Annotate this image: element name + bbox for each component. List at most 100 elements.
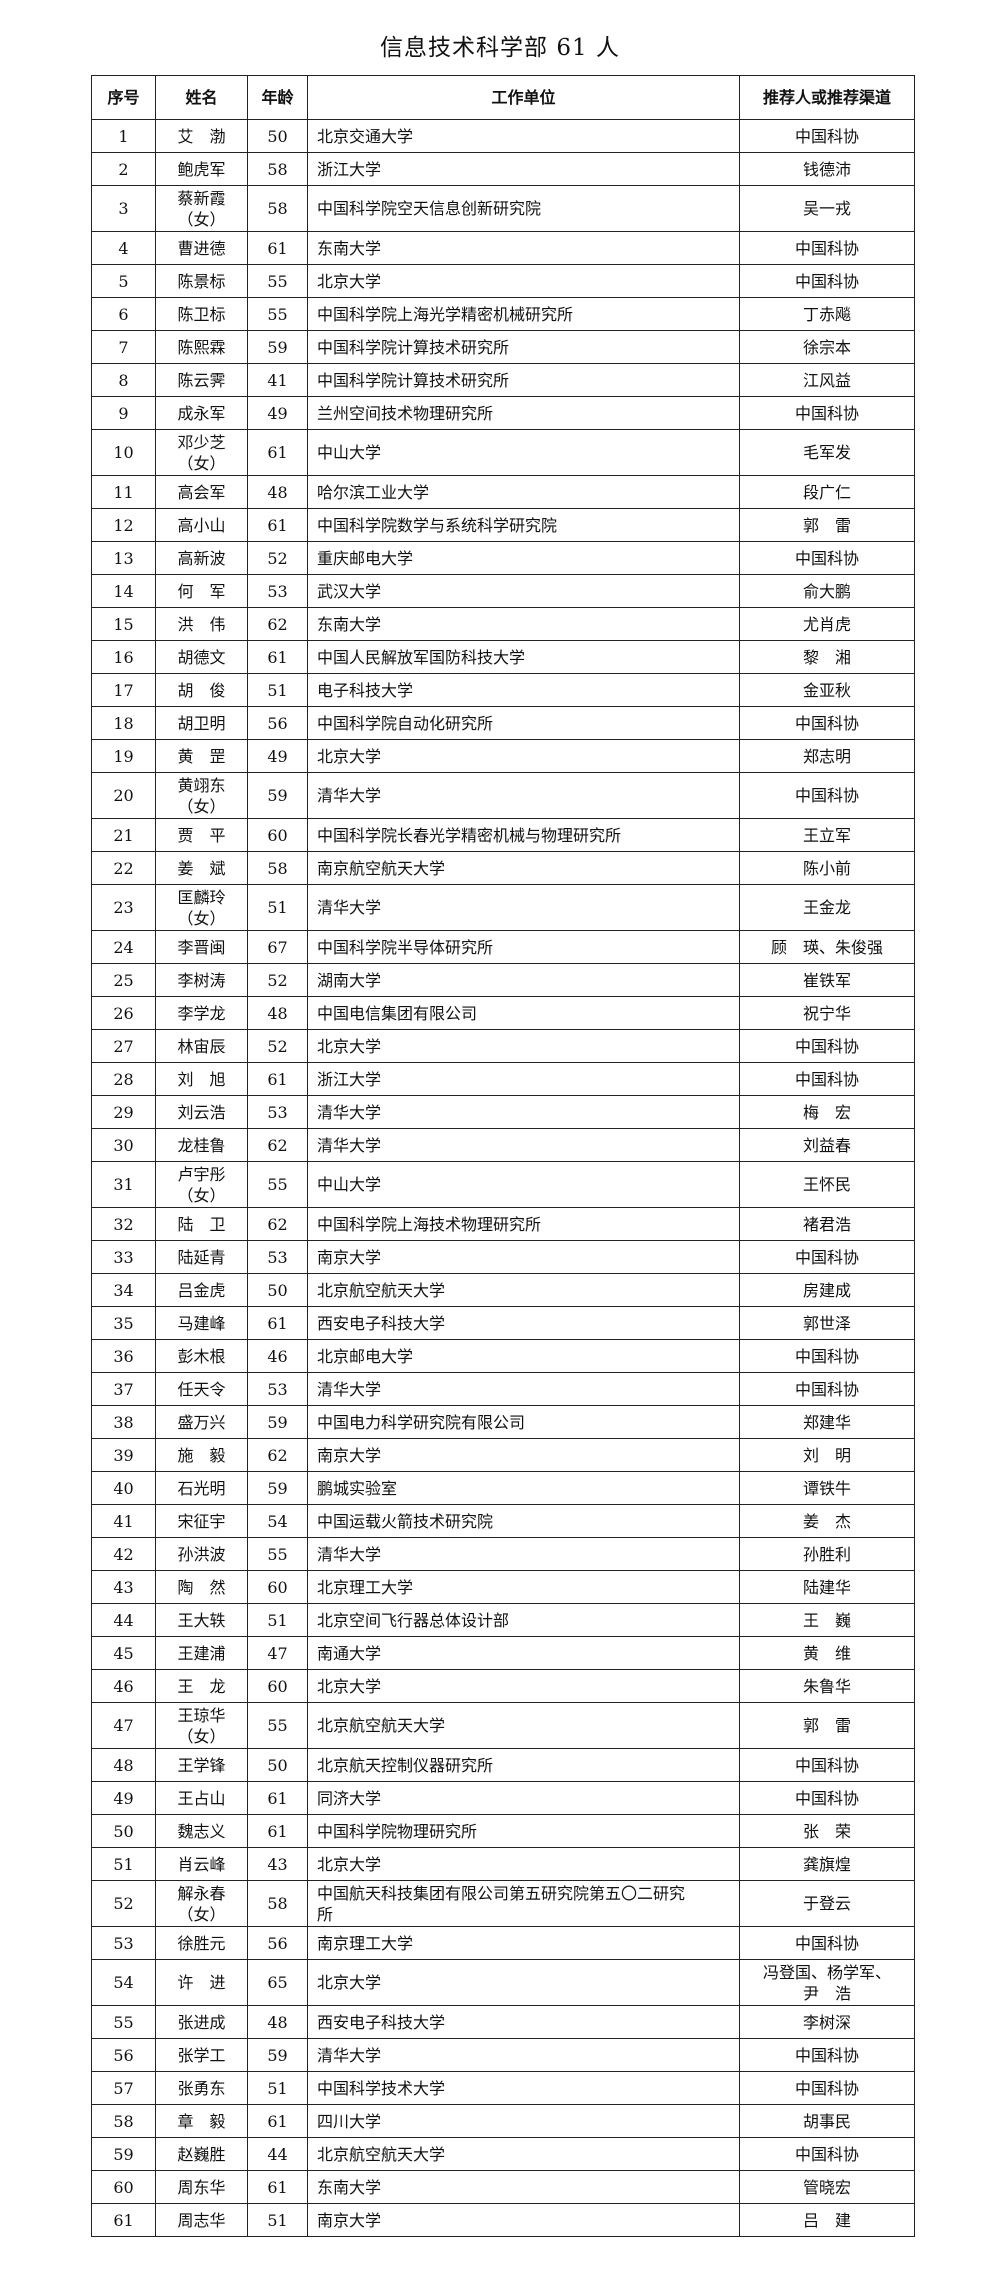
cell-age: 60 [247, 818, 308, 852]
cell-recommender: 中国科协 [739, 2038, 915, 2072]
cell-recommender: 陆建华 [739, 1570, 915, 1604]
cell-age: 53 [247, 1372, 308, 1406]
table-row: 49 王占山 61 同济大学 中国科协 [91, 1781, 915, 1815]
cell-index: 1 [91, 119, 156, 153]
cell-recommender: 陈小前 [739, 851, 915, 885]
cell-recommender: 吕 建 [739, 2203, 915, 2237]
cell-work-unit: 北京大学 [307, 739, 740, 773]
table-row: 9 成永军 49 兰州空间技术物理研究所 中国科协 [91, 396, 915, 430]
cell-recommender: 郭 雷 [739, 1702, 915, 1749]
table-row: 22 姜 斌 58 南京航空航天大学 陈小前 [91, 851, 915, 885]
cell-recommender: 刘 明 [739, 1438, 915, 1472]
cell-index: 59 [91, 2137, 156, 2171]
table-row: 57 张勇东 51 中国科学技术大学 中国科协 [91, 2071, 915, 2105]
cell-index: 40 [91, 1471, 156, 1505]
cell-recommender: 毛军发 [739, 429, 915, 476]
cell-age: 53 [247, 1095, 308, 1129]
cell-recommender: 中国科协 [739, 1339, 915, 1373]
cell-work-unit: 北京大学 [307, 1847, 740, 1881]
cell-name: 陈景标 [155, 264, 248, 298]
table-row: 6 陈卫标 55 中国科学院上海光学精密机械研究所 丁赤飚 [91, 297, 915, 331]
table-row: 8 陈云霁 41 中国科学院计算技术研究所 江风益 [91, 363, 915, 397]
cell-age: 55 [247, 297, 308, 331]
cell-index: 58 [91, 2104, 156, 2138]
cell-work-unit: 北京邮电大学 [307, 1339, 740, 1373]
cell-recommender: 尤肖虎 [739, 607, 915, 641]
cell-age: 61 [247, 231, 308, 265]
cell-age: 46 [247, 1339, 308, 1373]
cell-name: 曹进德 [155, 231, 248, 265]
cell-name: 许 进 [155, 1959, 248, 2006]
cell-work-unit: 北京航空航天大学 [307, 1702, 740, 1749]
cell-recommender: 房建成 [739, 1273, 915, 1307]
cell-recommender: 李树深 [739, 2005, 915, 2039]
cell-index: 28 [91, 1062, 156, 1096]
cell-recommender: 于登云 [739, 1880, 915, 1927]
cell-work-unit: 中国科学技术大学 [307, 2071, 740, 2105]
table-row: 14 何 军 53 武汉大学 俞大鹏 [91, 574, 915, 608]
cell-work-unit: 兰州空间技术物理研究所 [307, 396, 740, 430]
cell-work-unit: 北京理工大学 [307, 1570, 740, 1604]
cell-work-unit: 中国科学院计算技术研究所 [307, 363, 740, 397]
cell-work-unit: 南京理工大学 [307, 1926, 740, 1960]
cell-age: 51 [247, 2071, 308, 2105]
cell-recommender: 祝宁华 [739, 996, 915, 1030]
cell-name: 胡 俊 [155, 673, 248, 707]
cell-index: 19 [91, 739, 156, 773]
cell-index: 54 [91, 1959, 156, 2006]
cell-work-unit: 北京航空航天大学 [307, 1273, 740, 1307]
cell-work-unit: 中国科学院上海技术物理研究所 [307, 1207, 740, 1241]
cell-name: 蔡新霞 （女） [155, 185, 248, 232]
cell-work-unit: 东南大学 [307, 607, 740, 641]
cell-index: 27 [91, 1029, 156, 1063]
cell-name: 任天令 [155, 1372, 248, 1406]
cell-recommender: 顾 瑛、朱俊强 [739, 930, 915, 964]
cell-recommender: 王怀民 [739, 1161, 915, 1208]
cell-age: 61 [247, 1306, 308, 1340]
table-row: 2 鲍虎军 58 浙江大学 钱德沛 [91, 152, 915, 186]
cell-name: 邓少芝 （女） [155, 429, 248, 476]
table-row: 25 李树涛 52 湖南大学 崔铁军 [91, 963, 915, 997]
cell-age: 59 [247, 330, 308, 364]
table-row: 32 陆 卫 62 中国科学院上海技术物理研究所 褚君浩 [91, 1207, 915, 1241]
cell-work-unit: 清华大学 [307, 772, 740, 819]
cell-name: 赵巍胜 [155, 2137, 248, 2171]
table-row: 54 许 进 65 北京大学 冯登国、杨学军、 尹 浩 [91, 1959, 915, 2006]
cell-age: 61 [247, 1781, 308, 1815]
cell-work-unit: 西安电子科技大学 [307, 1306, 740, 1340]
cell-work-unit: 北京大学 [307, 1029, 740, 1063]
cell-name: 贾 平 [155, 818, 248, 852]
cell-age: 53 [247, 574, 308, 608]
cell-work-unit: 南京大学 [307, 2203, 740, 2237]
cell-recommender: 管晓宏 [739, 2170, 915, 2204]
cell-work-unit: 清华大学 [307, 884, 740, 931]
cell-name: 林宙辰 [155, 1029, 248, 1063]
table-row: 38 盛万兴 59 中国电力科学研究院有限公司 郑建华 [91, 1405, 915, 1439]
cell-recommender: 丁赤飚 [739, 297, 915, 331]
cell-age: 61 [247, 1062, 308, 1096]
cell-index: 21 [91, 818, 156, 852]
cell-index: 20 [91, 772, 156, 819]
cell-index: 39 [91, 1438, 156, 1472]
cell-index: 5 [91, 264, 156, 298]
cell-index: 24 [91, 930, 156, 964]
table-row: 59 赵巍胜 44 北京航空航天大学 中国科协 [91, 2137, 915, 2171]
cell-name: 高会军 [155, 475, 248, 509]
cell-work-unit: 武汉大学 [307, 574, 740, 608]
cell-work-unit: 清华大学 [307, 1372, 740, 1406]
cell-age: 50 [247, 1273, 308, 1307]
table-row: 36 彭木根 46 北京邮电大学 中国科协 [91, 1339, 915, 1373]
cell-work-unit: 中国航天科技集团有限公司第五研究院第五〇二研究 所 [307, 1880, 740, 1927]
cell-name: 孙洪波 [155, 1537, 248, 1571]
table-row: 16 胡德文 61 中国人民解放军国防科技大学黎 湘 [91, 640, 915, 674]
table-row: 27 林宙辰 52 北京大学 中国科协 [91, 1029, 915, 1063]
cell-recommender: 朱鲁华 [739, 1669, 915, 1703]
cell-age: 60 [247, 1669, 308, 1703]
table-header-row: 序号 姓名 年龄 工作单位 推荐人或推荐渠道 [91, 75, 915, 120]
table-row: 23 匡麟玲 （女） 51 清华大学 王金龙 [91, 884, 915, 931]
cell-name: 陈云霁 [155, 363, 248, 397]
cell-index: 11 [91, 475, 156, 509]
table-row: 56 张学工 59 清华大学 中国科协 [91, 2038, 915, 2072]
cell-index: 17 [91, 673, 156, 707]
table-row: 33 陆延青 53 南京大学 中国科协 [91, 1240, 915, 1274]
